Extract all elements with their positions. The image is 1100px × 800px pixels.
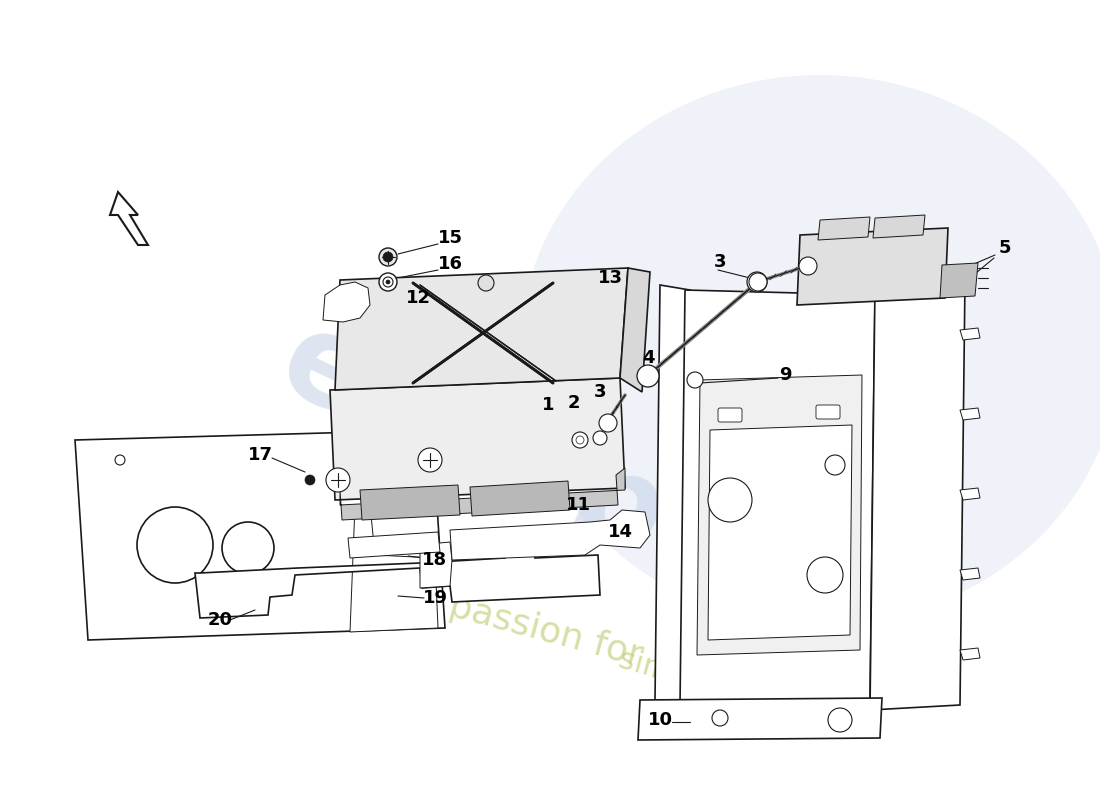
Polygon shape xyxy=(873,215,925,238)
Polygon shape xyxy=(960,328,980,340)
Circle shape xyxy=(600,414,617,432)
Circle shape xyxy=(379,273,397,291)
Polygon shape xyxy=(818,217,870,240)
Text: 4: 4 xyxy=(641,349,654,367)
Circle shape xyxy=(572,432,588,448)
Polygon shape xyxy=(360,485,460,520)
Polygon shape xyxy=(195,543,600,618)
Circle shape xyxy=(807,557,843,593)
Circle shape xyxy=(222,522,274,574)
Polygon shape xyxy=(620,268,650,392)
Circle shape xyxy=(593,431,607,445)
Polygon shape xyxy=(960,488,980,500)
Circle shape xyxy=(712,710,728,726)
Circle shape xyxy=(747,272,767,292)
Polygon shape xyxy=(870,280,965,710)
Polygon shape xyxy=(470,481,570,516)
Text: 14: 14 xyxy=(607,523,632,541)
Polygon shape xyxy=(350,505,438,632)
Circle shape xyxy=(386,280,390,284)
Text: a passion for parts: a passion for parts xyxy=(412,580,747,700)
Circle shape xyxy=(749,273,767,291)
Ellipse shape xyxy=(520,75,1100,625)
Polygon shape xyxy=(960,648,980,660)
Circle shape xyxy=(799,257,817,275)
Polygon shape xyxy=(330,378,625,500)
Polygon shape xyxy=(708,425,852,640)
Polygon shape xyxy=(450,510,650,560)
Circle shape xyxy=(116,455,125,465)
Circle shape xyxy=(383,277,393,287)
Polygon shape xyxy=(323,282,370,322)
Text: 1: 1 xyxy=(541,396,554,414)
Text: 2: 2 xyxy=(568,394,581,412)
Polygon shape xyxy=(680,290,874,705)
Circle shape xyxy=(478,275,494,291)
Circle shape xyxy=(379,248,397,266)
Text: europarts: europarts xyxy=(262,299,938,701)
Circle shape xyxy=(688,372,703,388)
Polygon shape xyxy=(340,468,625,520)
Text: since 1085: since 1085 xyxy=(616,645,784,715)
Polygon shape xyxy=(420,542,452,588)
Polygon shape xyxy=(75,430,446,640)
Text: 5: 5 xyxy=(999,239,1011,257)
FancyBboxPatch shape xyxy=(718,408,743,422)
Circle shape xyxy=(828,708,852,732)
Circle shape xyxy=(383,252,393,262)
Text: 9: 9 xyxy=(779,366,791,384)
Text: 17: 17 xyxy=(248,446,273,464)
Polygon shape xyxy=(798,228,948,305)
Polygon shape xyxy=(348,532,440,558)
Circle shape xyxy=(326,468,350,492)
Text: 12: 12 xyxy=(406,289,430,307)
Text: 3: 3 xyxy=(714,253,726,271)
FancyBboxPatch shape xyxy=(816,405,840,419)
Text: 13: 13 xyxy=(597,269,623,287)
Text: 10: 10 xyxy=(648,711,672,729)
Circle shape xyxy=(418,448,442,472)
Polygon shape xyxy=(654,285,690,705)
Text: 20: 20 xyxy=(208,611,232,629)
Circle shape xyxy=(138,507,213,583)
Text: 15: 15 xyxy=(438,229,462,247)
Text: 18: 18 xyxy=(422,551,448,569)
Text: 11: 11 xyxy=(565,496,591,514)
Circle shape xyxy=(576,436,584,444)
Text: 16: 16 xyxy=(438,255,462,273)
Polygon shape xyxy=(336,268,628,390)
Text: 19: 19 xyxy=(422,589,448,607)
Polygon shape xyxy=(960,568,980,580)
Polygon shape xyxy=(940,263,978,298)
Circle shape xyxy=(637,365,659,387)
Circle shape xyxy=(708,478,752,522)
Polygon shape xyxy=(638,698,882,740)
Polygon shape xyxy=(960,408,980,420)
Circle shape xyxy=(825,455,845,475)
Polygon shape xyxy=(697,375,862,655)
Text: 3: 3 xyxy=(594,383,606,401)
Circle shape xyxy=(305,475,315,485)
